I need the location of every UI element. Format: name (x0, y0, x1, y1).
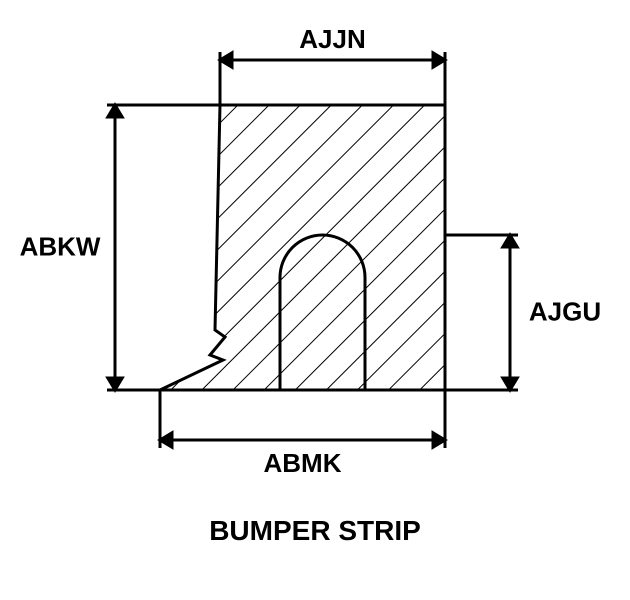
figure-title: BUMPER STRIP (209, 515, 421, 546)
dimension-label-top: AJJN (299, 24, 365, 54)
dimension-label-bottom: ABMK (264, 448, 342, 478)
bumper-strip-diagram: AJJN ABKW AJGU ABMK BUMPER STRIP (0, 0, 630, 600)
dimension-label-right: AJGU (529, 297, 601, 327)
dimension-label-left: ABKW (20, 232, 101, 262)
